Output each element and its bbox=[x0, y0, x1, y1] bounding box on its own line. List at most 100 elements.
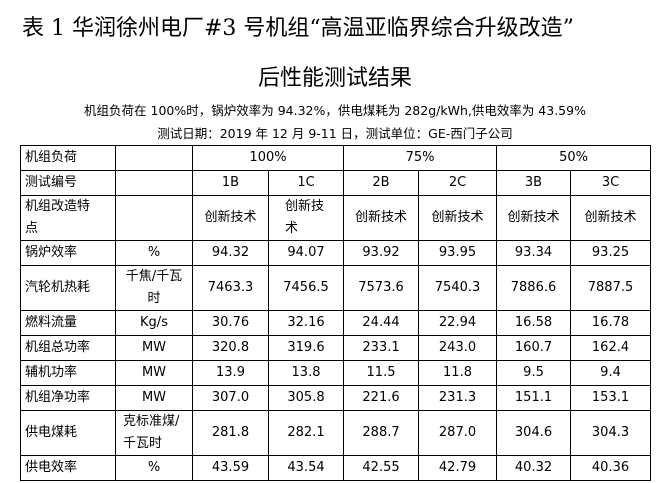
table-cell: 2B bbox=[343, 170, 420, 196]
title: 后性能测试结果 bbox=[257, 66, 412, 91]
table-cell: 3B bbox=[496, 170, 572, 196]
table-cell: 机组总功率 bbox=[20, 335, 116, 361]
table-cell: 创新技术 bbox=[267, 195, 345, 241]
table-cell: 282.1 bbox=[267, 410, 345, 456]
table-cell: 162.4 bbox=[570, 335, 652, 361]
table-cell: 1B bbox=[192, 170, 269, 196]
table-cell: 243.0 bbox=[418, 335, 498, 361]
table-cell: 7540.3 bbox=[418, 265, 498, 311]
table-cell: 320.8 bbox=[192, 335, 269, 361]
table-cell bbox=[115, 170, 193, 196]
table-cell: MW bbox=[115, 360, 193, 386]
table-cell: 153.1 bbox=[570, 385, 652, 411]
table-cell: 42.79 bbox=[418, 455, 498, 481]
table-cell: 287.0 bbox=[418, 410, 498, 456]
table-cell: 创新技术 bbox=[192, 195, 269, 241]
table-row: 供电煤耗 克标准煤/千瓦时 281.8 282.1 288.7 287.0 304.6 304… bbox=[20, 410, 652, 456]
table-row: 机组改造特点 创新技术 创新技术 创新技术 创新技术 创新技术 创新技术 bbox=[20, 195, 652, 241]
table-cell: 40.36 bbox=[570, 455, 652, 481]
table-cell: 2C bbox=[418, 170, 498, 196]
table-cell: 24.44 bbox=[343, 310, 420, 336]
table-cell: 16.58 bbox=[496, 310, 572, 336]
table-cell: 93.92 bbox=[343, 240, 420, 266]
table-cell: 7887.5 bbox=[570, 265, 652, 311]
table-cell: 304.6 bbox=[496, 410, 572, 456]
table-cell: Kg/s bbox=[115, 310, 193, 336]
table-cell: 42.55 bbox=[343, 455, 420, 481]
table-cell: % bbox=[115, 455, 193, 481]
table-cell: 供电效率 bbox=[20, 455, 116, 481]
table-cell: 75% bbox=[343, 145, 498, 171]
table-cell: 100% bbox=[191, 145, 345, 171]
table-row: 汽轮机热耗 千焦/千瓦时 7463.3 7456.5 7573.6 7540.3 7886.… bbox=[20, 265, 652, 311]
table-row: 锅炉效率% 94.32 94.07 93.92 93.95 93.34 93.25 bbox=[20, 240, 652, 266]
table-cell: 288.7 bbox=[343, 410, 420, 456]
table-row: 机组负荷 100% 75% 50% bbox=[20, 145, 652, 171]
table-cell: 93.95 bbox=[418, 240, 498, 266]
table-cell: 汽轮机热耗 bbox=[20, 265, 116, 311]
table-row: 供电效率% 43.59 43.54 42.55 42.79 40.32 40.36 bbox=[20, 455, 652, 481]
table-cell: 30.76 bbox=[192, 310, 269, 336]
table-cell: 创新技术 bbox=[343, 195, 420, 241]
table-cell: 43.59 bbox=[192, 455, 269, 481]
table-cell: 机组净功率 bbox=[20, 385, 116, 411]
result-table: 机组负荷 100% 75% 50% 测试编号 1B 1C 2B 2C 3B 3C 机组改造特点 创新技术… bbox=[20, 145, 652, 481]
table-cell: 221.6 bbox=[343, 385, 420, 411]
table-cell: 16.78 bbox=[570, 310, 652, 336]
table-cell: 克标准煤/千瓦时 bbox=[115, 410, 193, 456]
table-cell bbox=[115, 145, 193, 171]
table-cell: 机组改造特点 bbox=[20, 195, 116, 241]
cell-text: 机组改造特点 bbox=[25, 199, 91, 236]
table-cell: 1C bbox=[267, 170, 345, 196]
table-cell: 22.94 bbox=[418, 310, 498, 336]
table-cell: 305.8 bbox=[267, 385, 345, 411]
table-cell: 燃料流量 bbox=[20, 310, 116, 336]
subtitle: 机组负荷在 100%时，锅炉效率为 94.32%，供电煤耗为 282g/kWh,… bbox=[84, 103, 586, 118]
table-cell: MW bbox=[115, 335, 193, 361]
table-row: 测试编号 1B 1C 2B 2C 3B 3C bbox=[20, 170, 652, 196]
table-cell: MW bbox=[115, 385, 193, 411]
table-cell: 辅机功率 bbox=[20, 360, 116, 386]
table-cell: 创新技术 bbox=[570, 195, 652, 241]
table-cell: 锅炉效率 bbox=[20, 240, 116, 266]
table-cell: 3C bbox=[570, 170, 652, 196]
table-cell bbox=[115, 195, 193, 241]
table-cell: % bbox=[115, 240, 193, 266]
table-cell: 43.54 bbox=[267, 455, 345, 481]
table-cell: 40.32 bbox=[496, 455, 572, 481]
title: 表 1 华润徐州电厂#3 号机组“高温亚临界综合升级改造” bbox=[22, 16, 574, 41]
table-cell: 93.25 bbox=[570, 240, 652, 266]
table-cell: 231.3 bbox=[418, 385, 498, 411]
table-cell: 创新技术 bbox=[418, 195, 498, 241]
cell-text: 克标准煤/千瓦时 bbox=[123, 414, 180, 451]
table-cell: 32.16 bbox=[267, 310, 345, 336]
subtitle: 测试日期：2019 年 12 月 9-11 日，测试单位：GE-西门子公司 bbox=[157, 126, 513, 141]
table-cell: 94.07 bbox=[267, 240, 345, 266]
table-row: 机组总功率 MW 320.8 319.6 233.1 243.0 160.7 162.4 bbox=[20, 335, 652, 361]
table-cell: 13.9 bbox=[192, 360, 269, 386]
table-cell: 93.34 bbox=[496, 240, 572, 266]
table-cell: 机组负荷 bbox=[20, 145, 116, 171]
table-cell: 供电煤耗 bbox=[20, 410, 116, 456]
table-cell: 7463.3 bbox=[192, 265, 269, 311]
table-cell: 11.5 bbox=[343, 360, 420, 386]
table-cell: 160.7 bbox=[496, 335, 572, 361]
table-cell: 7886.6 bbox=[496, 265, 572, 311]
table-cell: 11.8 bbox=[418, 360, 498, 386]
table-cell: 7456.5 bbox=[267, 265, 345, 311]
table-cell: 创新技术 bbox=[496, 195, 572, 241]
table-cell: 9.4 bbox=[570, 360, 652, 386]
table-cell: 13.8 bbox=[267, 360, 345, 386]
table-row: 燃料流量 Kg/s 30.76 32.16 24.44 22.94 16.58 16.78 bbox=[20, 310, 652, 336]
table-cell: 319.6 bbox=[267, 335, 345, 361]
table-row: 机组净功率 MW 307.0 305.8 221.6 231.3 151.1 153.1 bbox=[20, 385, 652, 411]
table-cell: 9.5 bbox=[496, 360, 572, 386]
table-cell: 307.0 bbox=[192, 385, 269, 411]
table-cell: 千焦/千瓦时 bbox=[115, 265, 193, 311]
cell-text: 创新技术 bbox=[285, 199, 325, 236]
table-cell: 151.1 bbox=[496, 385, 572, 411]
table-cell: 94.32 bbox=[192, 240, 269, 266]
table-cell: 测试编号 bbox=[20, 170, 116, 196]
table-cell: 50% bbox=[496, 145, 652, 171]
